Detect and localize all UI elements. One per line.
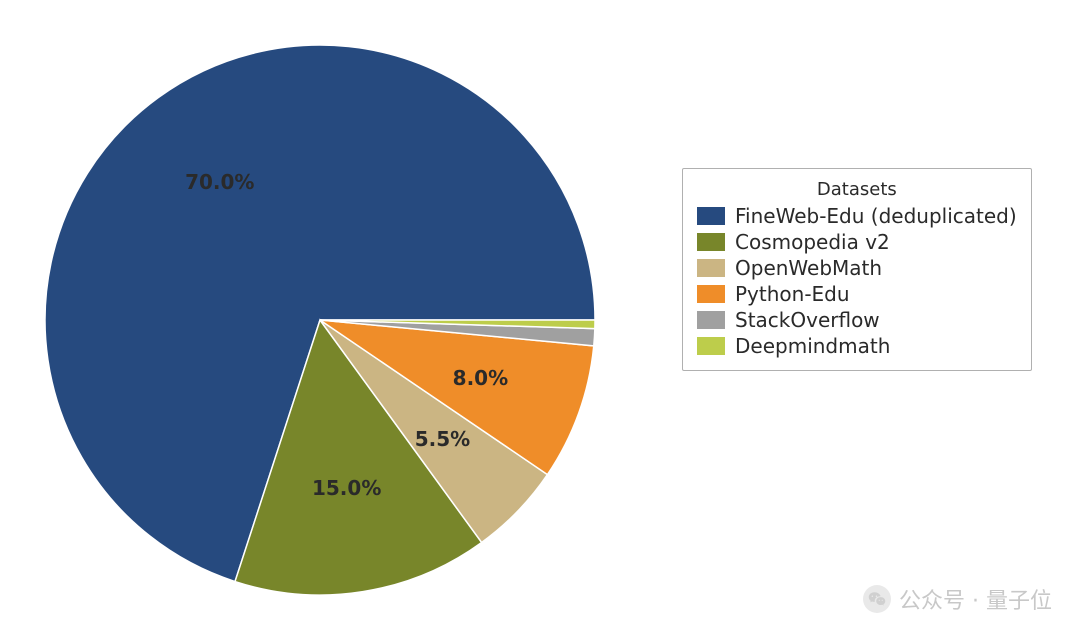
legend-label: Python-Edu — [735, 282, 850, 306]
pie-chart-svg — [40, 20, 600, 620]
legend-swatch — [697, 285, 725, 303]
pie-slice-label: 15.0% — [312, 476, 381, 500]
legend-label: OpenWebMath — [735, 256, 882, 280]
pie-slice-label: 70.0% — [185, 170, 254, 194]
pie-slice-label: 8.0% — [453, 366, 508, 390]
legend-row: Deepmindmath — [697, 334, 1017, 358]
legend-swatch — [697, 233, 725, 251]
legend-swatch — [697, 207, 725, 225]
legend-row: OpenWebMath — [697, 256, 1017, 280]
legend-label: StackOverflow — [735, 308, 880, 332]
wechat-icon — [863, 585, 891, 613]
legend-row: Cosmopedia v2 — [697, 230, 1017, 254]
legend-items: FineWeb-Edu (deduplicated)Cosmopedia v2O… — [697, 204, 1017, 358]
legend-title: Datasets — [697, 179, 1017, 200]
legend-row: FineWeb-Edu (deduplicated) — [697, 204, 1017, 228]
legend-label: FineWeb-Edu (deduplicated) — [735, 204, 1017, 228]
legend-label: Cosmopedia v2 — [735, 230, 890, 254]
legend-row: Python-Edu — [697, 282, 1017, 306]
legend-box: Datasets FineWeb-Edu (deduplicated)Cosmo… — [682, 168, 1032, 371]
watermark: 公众号 · 量子位 — [863, 583, 1052, 615]
legend-swatch — [697, 311, 725, 329]
watermark-text: 公众号 · 量子位 — [899, 583, 1052, 615]
pie-chart-area: 70.0% 15.0% 5.5% 8.0% — [40, 20, 600, 580]
legend-swatch — [697, 337, 725, 355]
legend-row: StackOverflow — [697, 308, 1017, 332]
legend-swatch — [697, 259, 725, 277]
legend-label: Deepmindmath — [735, 334, 890, 358]
pie-slice-label: 5.5% — [415, 427, 470, 451]
